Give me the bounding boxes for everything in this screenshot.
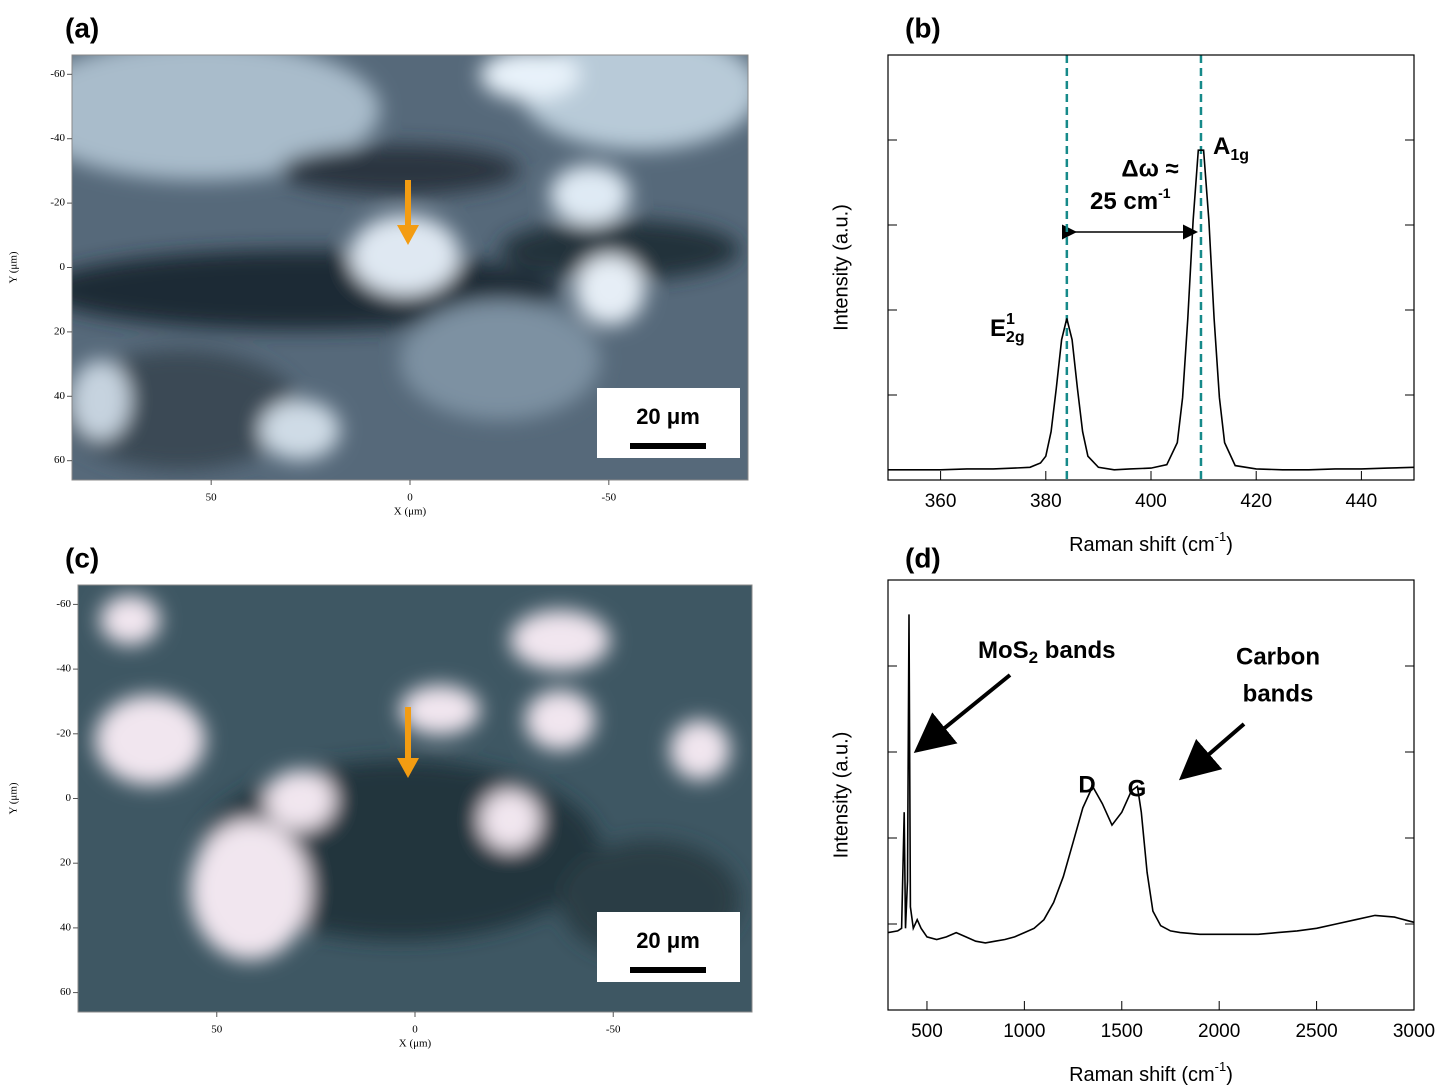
- peak-label: A1g: [1213, 133, 1249, 164]
- y-axis-label: Intensity (a.u.): [830, 732, 852, 859]
- x-tick-label: 500: [911, 1021, 943, 1042]
- y-tick-label: 60: [54, 454, 66, 466]
- panel-label: (a): [65, 12, 99, 43]
- x-axis-label-part: Raman shift (cm: [1069, 1064, 1215, 1086]
- panel-label: (c): [65, 542, 99, 573]
- band-label: bands: [1243, 680, 1314, 707]
- delta-label: Δω ≈: [1121, 155, 1178, 182]
- y-tick-label: -40: [50, 132, 65, 144]
- y-tick-label: 40: [60, 921, 72, 933]
- spectrum-line: [888, 614, 1414, 943]
- band-label: MoS2 bands: [978, 637, 1115, 667]
- band-label: D: [1078, 771, 1095, 798]
- arrow-shaft: [405, 707, 411, 760]
- x-axis-label-part: Raman shift (cm: [1069, 534, 1215, 556]
- plot-frame: [888, 55, 1414, 480]
- x-tick-label: 440: [1346, 491, 1378, 512]
- x-tick-label: -50: [606, 1024, 621, 1036]
- scale-bar: [630, 967, 706, 973]
- arrow-shaft: [405, 180, 411, 227]
- figure: E12g A1g Δω ≈ 25 cm-1 MoS2 bands Carbon …: [0, 0, 1443, 1090]
- plot-frame: [888, 580, 1414, 1010]
- y-tick-label: 0: [60, 261, 66, 273]
- arrow: [1185, 724, 1244, 775]
- x-axis-label: Raman shift (cm-1): [1069, 1059, 1233, 1086]
- x-tick-label: 50: [206, 492, 218, 504]
- x-axis-label: X (μm): [394, 506, 427, 518]
- x-tick-label: 0: [412, 1024, 418, 1036]
- shift-label: 25 cm-1: [1090, 185, 1171, 216]
- x-tick-label: 2500: [1295, 1021, 1337, 1042]
- y-tick-label: -60: [56, 598, 71, 610]
- arrow: [920, 675, 1010, 748]
- panel-label: (b): [905, 12, 941, 43]
- y-tick-label: -20: [50, 197, 65, 209]
- x-axis-label: Raman shift (cm-1): [1069, 529, 1233, 556]
- x-tick-label: 50: [211, 1024, 223, 1036]
- y-axis-label: Intensity (a.u.): [830, 204, 852, 331]
- band-label: Carbon: [1236, 643, 1320, 670]
- y-tick-label: 20: [54, 325, 66, 337]
- x-tick-label: 2000: [1198, 1021, 1240, 1042]
- panel-label: (d): [905, 542, 941, 573]
- x-axis-label-part: ): [1226, 534, 1233, 556]
- x-tick-label: 420: [1240, 491, 1272, 512]
- x-tick-label: 380: [1030, 491, 1062, 512]
- y-tick-label: 20: [60, 857, 72, 869]
- x-tick-label: 1000: [1003, 1021, 1045, 1042]
- x-tick-label: 360: [925, 491, 957, 512]
- x-axis-label-part: ): [1226, 1064, 1233, 1086]
- x-tick-label: 400: [1135, 491, 1167, 512]
- y-axis-label: Y (μm): [8, 782, 20, 814]
- x-tick-label: -50: [601, 492, 616, 504]
- x-axis-label: X (μm): [399, 1038, 432, 1050]
- y-tick-label: 0: [66, 792, 72, 804]
- y-tick-label: 40: [54, 390, 66, 402]
- y-tick-label: 60: [60, 986, 72, 998]
- scale-bar: [630, 443, 706, 449]
- y-tick-label: -40: [56, 663, 71, 675]
- y-tick-label: -20: [56, 727, 71, 739]
- scale-bar-label: 20 μm: [636, 928, 700, 953]
- x-tick-label: 1500: [1101, 1021, 1143, 1042]
- y-tick-label: -60: [50, 68, 65, 80]
- y-axis-label: Y (μm): [8, 251, 20, 283]
- x-tick-label: 3000: [1393, 1021, 1435, 1042]
- x-tick-label: 0: [407, 492, 413, 504]
- x-axis-label-part: -1: [1215, 1059, 1227, 1074]
- scale-bar-label: 20 μm: [636, 404, 700, 429]
- x-axis-label-part: -1: [1215, 529, 1227, 544]
